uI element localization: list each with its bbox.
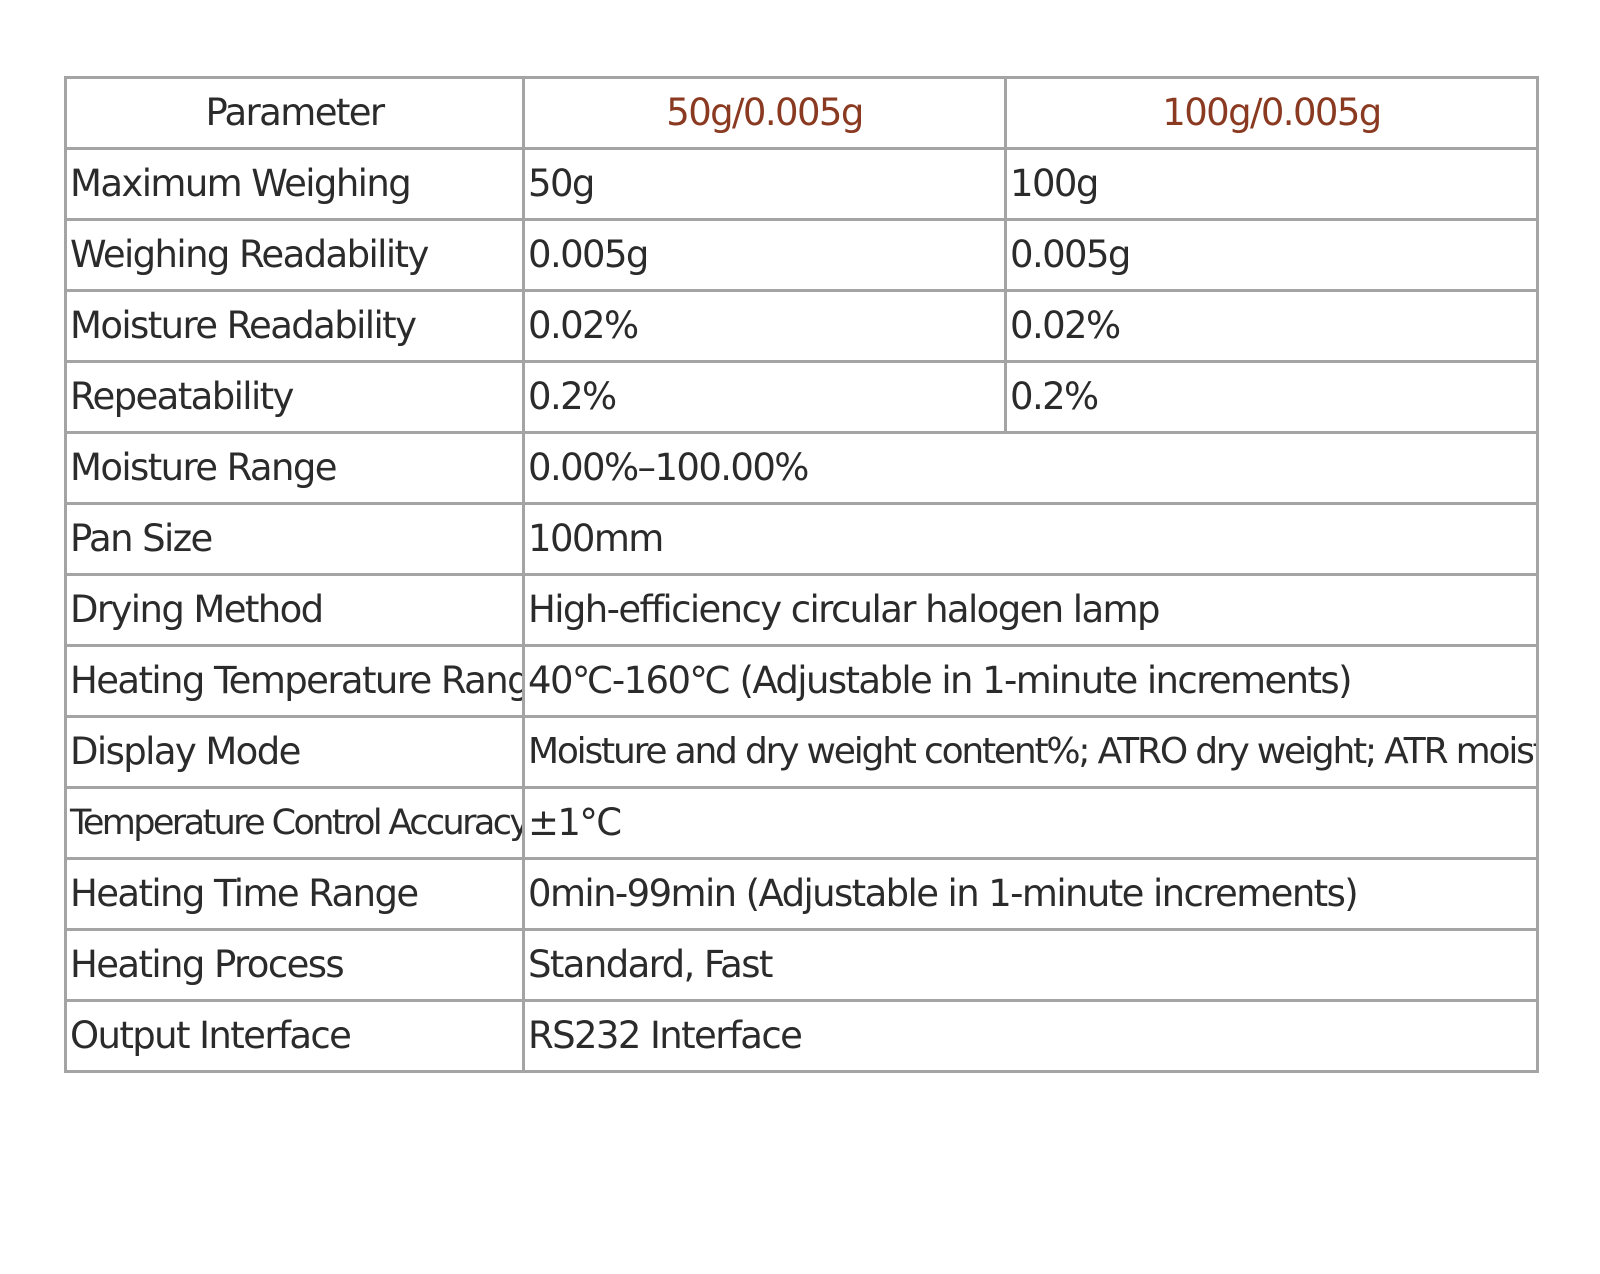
table-row: Output Interface RS232 Interface	[64, 999, 1539, 1073]
value-cell-100g: 0.02%	[1004, 289, 1539, 363]
table-row: Weighing Readability 0.005g 0.005g	[64, 218, 1539, 292]
table-row: Maximum Weighing 50g 100g	[64, 147, 1539, 221]
value-cell-shared: Moisture and dry weight content%; ATRO d…	[522, 715, 1539, 789]
value-cell-50g: 50g	[522, 147, 1007, 221]
table-row: Pan Size 100mm	[64, 502, 1539, 576]
param-cell: Maximum Weighing	[64, 147, 525, 221]
value-cell-shared: Standard, Fast	[522, 928, 1539, 1002]
table-row: Moisture Range 0.00%–100.00%	[64, 431, 1539, 505]
header-model-100g: 100g/0.005g	[1004, 76, 1539, 150]
value-cell-shared: ±1°C	[522, 786, 1539, 860]
value-cell-100g: 0.005g	[1004, 218, 1539, 292]
table-header-row: Parameter 50g/0.005g 100g/0.005g	[64, 76, 1539, 150]
header-model-50g: 50g/0.005g	[522, 76, 1007, 150]
param-cell: Drying Method	[64, 573, 525, 647]
param-cell: Weighing Readability	[64, 218, 525, 292]
table-row: Moisture Readability 0.02% 0.02%	[64, 289, 1539, 363]
value-cell-50g: 0.005g	[522, 218, 1007, 292]
param-cell: Pan Size	[64, 502, 525, 576]
param-cell: Heating Process	[64, 928, 525, 1002]
table-row: Heating Temperature Range 40℃-160℃ (Adju…	[64, 644, 1539, 718]
table-row: Repeatability 0.2% 0.2%	[64, 360, 1539, 434]
specification-table: Parameter 50g/0.005g 100g/0.005g Maximum…	[64, 76, 1539, 1073]
value-cell-shared: 0min-99min (Adjustable in 1-minute incre…	[522, 857, 1539, 931]
param-cell: Output Interface	[64, 999, 525, 1073]
value-cell-100g: 0.2%	[1004, 360, 1539, 434]
value-cell-100g: 100g	[1004, 147, 1539, 221]
value-cell-shared: 40℃-160℃ (Adjustable in 1-minute increme…	[522, 644, 1539, 718]
param-cell: Heating Time Range	[64, 857, 525, 931]
param-cell: Moisture Range	[64, 431, 525, 505]
param-cell: Moisture Readability	[64, 289, 525, 363]
param-cell: Repeatability	[64, 360, 525, 434]
table-row: Heating Process Standard, Fast	[64, 928, 1539, 1002]
table-row: Heating Time Range 0min-99min (Adjustabl…	[64, 857, 1539, 931]
value-cell-shared: 0.00%–100.00%	[522, 431, 1539, 505]
table-row: Drying Method High-efficiency circular h…	[64, 573, 1539, 647]
value-cell-shared: High-efficiency circular halogen lamp	[522, 573, 1539, 647]
param-cell: Temperature Control Accuracy	[64, 786, 525, 860]
value-cell-shared: RS232 Interface	[522, 999, 1539, 1073]
value-cell-50g: 0.2%	[522, 360, 1007, 434]
param-cell: Heating Temperature Range	[64, 644, 525, 718]
value-cell-50g: 0.02%	[522, 289, 1007, 363]
value-cell-shared: 100mm	[522, 502, 1539, 576]
param-cell: Display Mode	[64, 715, 525, 789]
table-row: Display Mode Moisture and dry weight con…	[64, 715, 1539, 789]
header-parameter: Parameter	[64, 76, 525, 150]
table-row: Temperature Control Accuracy ±1°C	[64, 786, 1539, 860]
